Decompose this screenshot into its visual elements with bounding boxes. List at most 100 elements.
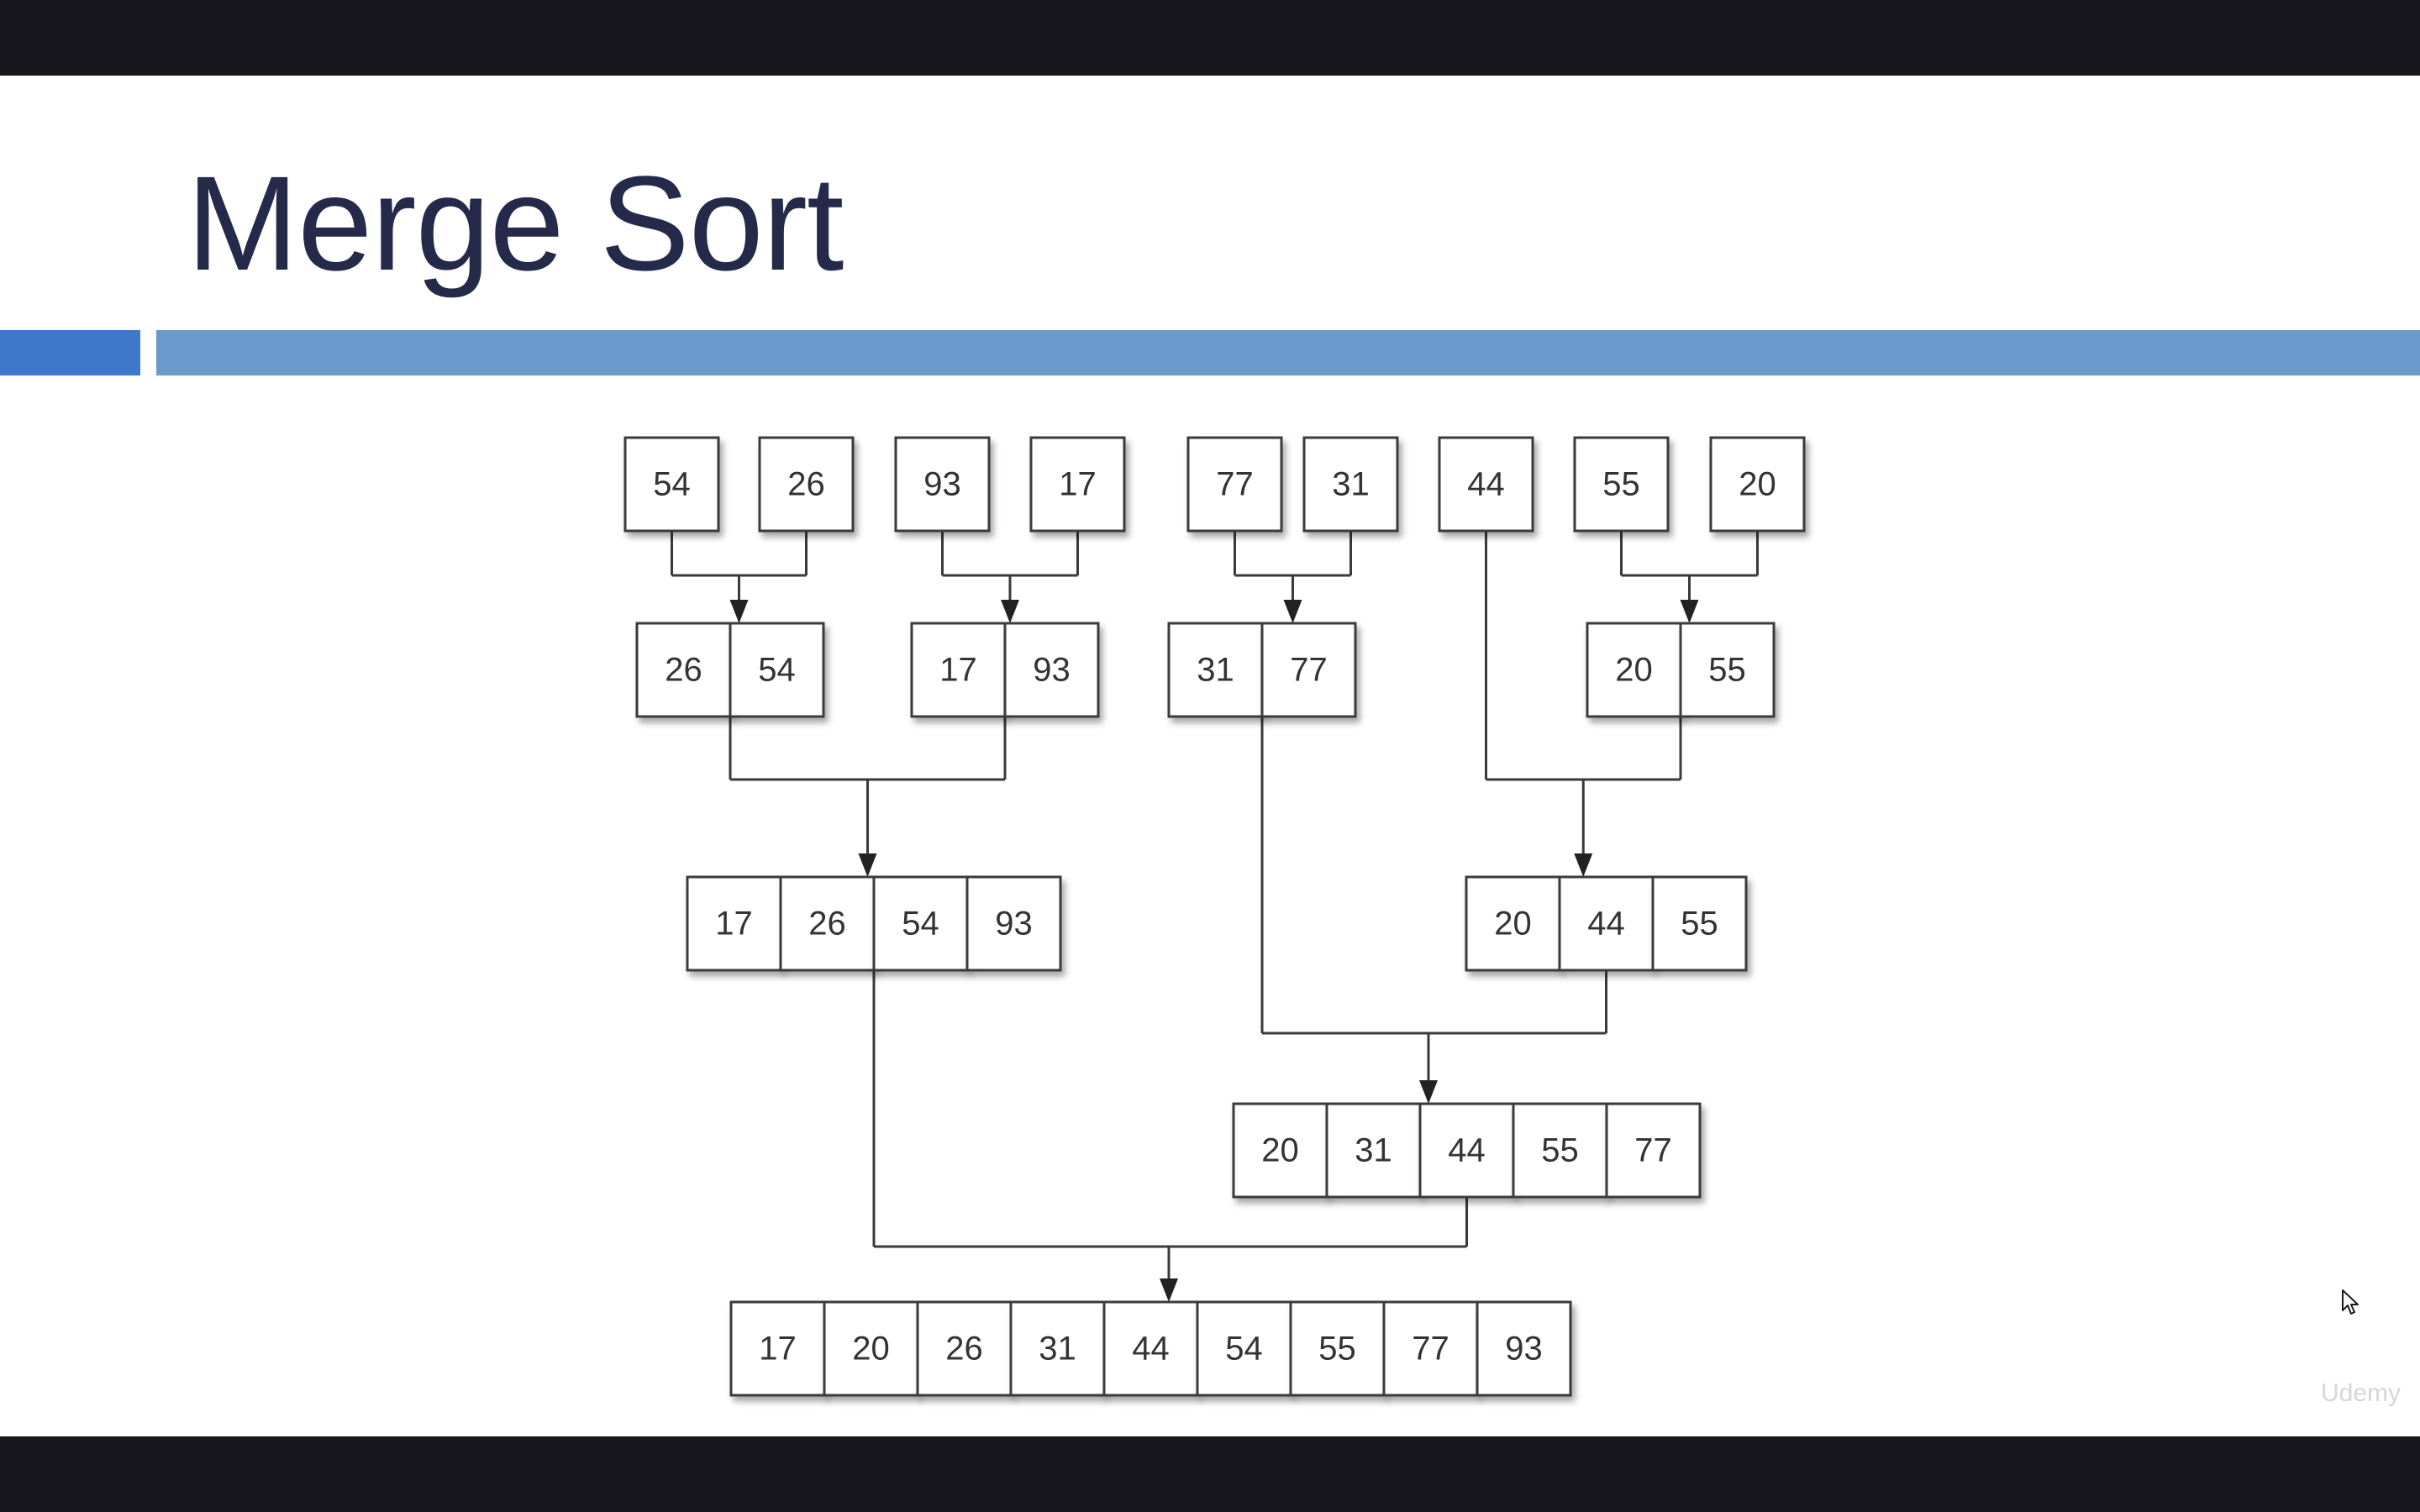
title-accent-block bbox=[0, 330, 140, 375]
merge-connector-line bbox=[1260, 717, 1607, 1082]
merge-arrow-icon bbox=[1001, 600, 1019, 623]
array-cell-value: 54 bbox=[1225, 1331, 1263, 1368]
array-cell-value: 17 bbox=[1059, 466, 1097, 503]
array-cell-value: 93 bbox=[1505, 1331, 1543, 1368]
array-cell: 93 bbox=[894, 436, 991, 533]
array-cell-value: 17 bbox=[939, 652, 977, 689]
array-cell-value: 26 bbox=[808, 906, 846, 942]
array-cell-box bbox=[916, 1300, 1013, 1397]
array-cell: 77 bbox=[1186, 436, 1283, 533]
array-cell-box bbox=[1709, 436, 1806, 533]
array-cell: 55 bbox=[1512, 1102, 1608, 1199]
array-cell-value: 55 bbox=[1708, 652, 1746, 689]
array-cell: 31 bbox=[1009, 1300, 1106, 1397]
array-group-level-2: 17 93 bbox=[910, 622, 1100, 718]
merge-arrow-icon bbox=[1574, 853, 1593, 877]
array-cell-value: 77 bbox=[1412, 1331, 1449, 1368]
array-cell-box bbox=[729, 1300, 826, 1397]
merge-connectors bbox=[671, 531, 1759, 1302]
array-cell-value: 44 bbox=[1467, 466, 1505, 503]
merge-arrow-icon bbox=[1419, 1080, 1438, 1104]
merge-arrow-icon bbox=[1160, 1278, 1178, 1302]
array-cell-value: 54 bbox=[902, 906, 939, 942]
array-cell: 31 bbox=[1325, 1102, 1422, 1199]
array-group-level-1: 77 bbox=[1186, 436, 1283, 533]
array-group-level-1: 17 bbox=[1029, 436, 1126, 533]
array-cell-box bbox=[1302, 436, 1399, 533]
array-cell-value: 20 bbox=[1494, 906, 1532, 942]
array-cell: 26 bbox=[916, 1300, 1013, 1397]
array-group-level-5: 17 20 26 31 44 54 55 77 93 bbox=[729, 1300, 1572, 1397]
array-group-level-4: 20 31 44 55 77 bbox=[1232, 1102, 1702, 1199]
array-cell-box bbox=[1438, 436, 1534, 533]
array-cell: 54 bbox=[623, 436, 720, 533]
array-cell: 54 bbox=[872, 875, 969, 972]
array-cell: 17 bbox=[729, 1300, 826, 1397]
merge-connector-line bbox=[1620, 531, 1759, 601]
array-cell-value: 93 bbox=[923, 466, 961, 503]
array-cell-value: 20 bbox=[1739, 466, 1776, 503]
array-cell: 93 bbox=[1476, 1300, 1572, 1397]
array-group-level-1: 93 bbox=[894, 436, 991, 533]
array-cell: 77 bbox=[1382, 1300, 1479, 1397]
array-cell-box bbox=[1260, 622, 1357, 718]
array-cell: 20 bbox=[1232, 1102, 1328, 1199]
array-cell-value: 44 bbox=[1132, 1331, 1170, 1368]
array-group-level-2: 20 55 bbox=[1586, 622, 1776, 718]
array-cell-value: 77 bbox=[1290, 652, 1328, 689]
array-group-level-1: 31 bbox=[1302, 436, 1399, 533]
array-cell-box bbox=[729, 622, 825, 718]
array-cell-value: 55 bbox=[1318, 1331, 1356, 1368]
array-cell-box bbox=[823, 1300, 919, 1397]
array-cell-value: 20 bbox=[852, 1331, 890, 1368]
array-cell-box bbox=[1003, 622, 1100, 718]
array-cell-box bbox=[1558, 875, 1655, 972]
array-cell-value: 54 bbox=[653, 466, 691, 503]
array-cell-value: 17 bbox=[759, 1331, 797, 1368]
array-cell-box bbox=[1573, 436, 1670, 533]
title-divider-bar bbox=[156, 330, 2420, 375]
array-cell: 54 bbox=[729, 622, 825, 718]
array-group-level-1: 26 bbox=[758, 436, 855, 533]
array-cell-box bbox=[965, 875, 1062, 972]
merge-arrow-icon bbox=[1680, 600, 1699, 623]
array-cell: 26 bbox=[758, 436, 855, 533]
array-cell-value: 55 bbox=[1681, 906, 1718, 942]
array-cell-box bbox=[1382, 1300, 1479, 1397]
array-cell-value: 17 bbox=[715, 906, 753, 942]
array-cell: 20 bbox=[1586, 622, 1682, 718]
array-cell-value: 44 bbox=[1448, 1132, 1486, 1169]
array-cell-value: 55 bbox=[1541, 1132, 1579, 1169]
array-group-level-1: 20 bbox=[1709, 436, 1806, 533]
merge-connector-line bbox=[1234, 531, 1352, 601]
merge-connector-line bbox=[872, 970, 1468, 1280]
top-letterbox-bar bbox=[0, 0, 2420, 76]
array-cell: 20 bbox=[1465, 875, 1561, 972]
mouse-pointer-icon bbox=[2342, 1289, 2359, 1315]
array-cell: 26 bbox=[635, 622, 732, 718]
array-cell: 44 bbox=[1558, 875, 1655, 972]
array-group-level-3: 20 44 55 bbox=[1465, 875, 1748, 972]
array-cell: 17 bbox=[1029, 436, 1126, 533]
array-cell-value: 31 bbox=[1197, 652, 1234, 689]
array-cell-box bbox=[1325, 1102, 1422, 1199]
array-group-level-2: 31 77 bbox=[1167, 622, 1357, 718]
array-cell-value: 26 bbox=[945, 1331, 983, 1368]
array-group-level-1: 44 bbox=[1438, 436, 1534, 533]
slide: Merge Sort 54 26 93 17 77 31 44 55 20 26 54 17 93 31 7… bbox=[0, 76, 2420, 1436]
merge-arrow-icon bbox=[858, 853, 877, 877]
merge-connector-line bbox=[671, 531, 808, 601]
array-cell: 17 bbox=[910, 622, 1007, 718]
array-cell: 44 bbox=[1438, 436, 1534, 533]
array-cell-value: 93 bbox=[1033, 652, 1071, 689]
array-cell-value: 31 bbox=[1332, 466, 1370, 503]
bottom-letterbox-bar bbox=[0, 1436, 2420, 1512]
array-cell: 55 bbox=[1679, 622, 1776, 718]
array-cell-box bbox=[1289, 1300, 1386, 1397]
array-cell-box bbox=[1512, 1102, 1608, 1199]
array-cell: 93 bbox=[965, 875, 1062, 972]
array-cell-value: 31 bbox=[1039, 1331, 1076, 1368]
merge-connector-line bbox=[1485, 531, 1682, 855]
array-cell-box bbox=[758, 436, 855, 533]
array-cell-box bbox=[1196, 1300, 1292, 1397]
